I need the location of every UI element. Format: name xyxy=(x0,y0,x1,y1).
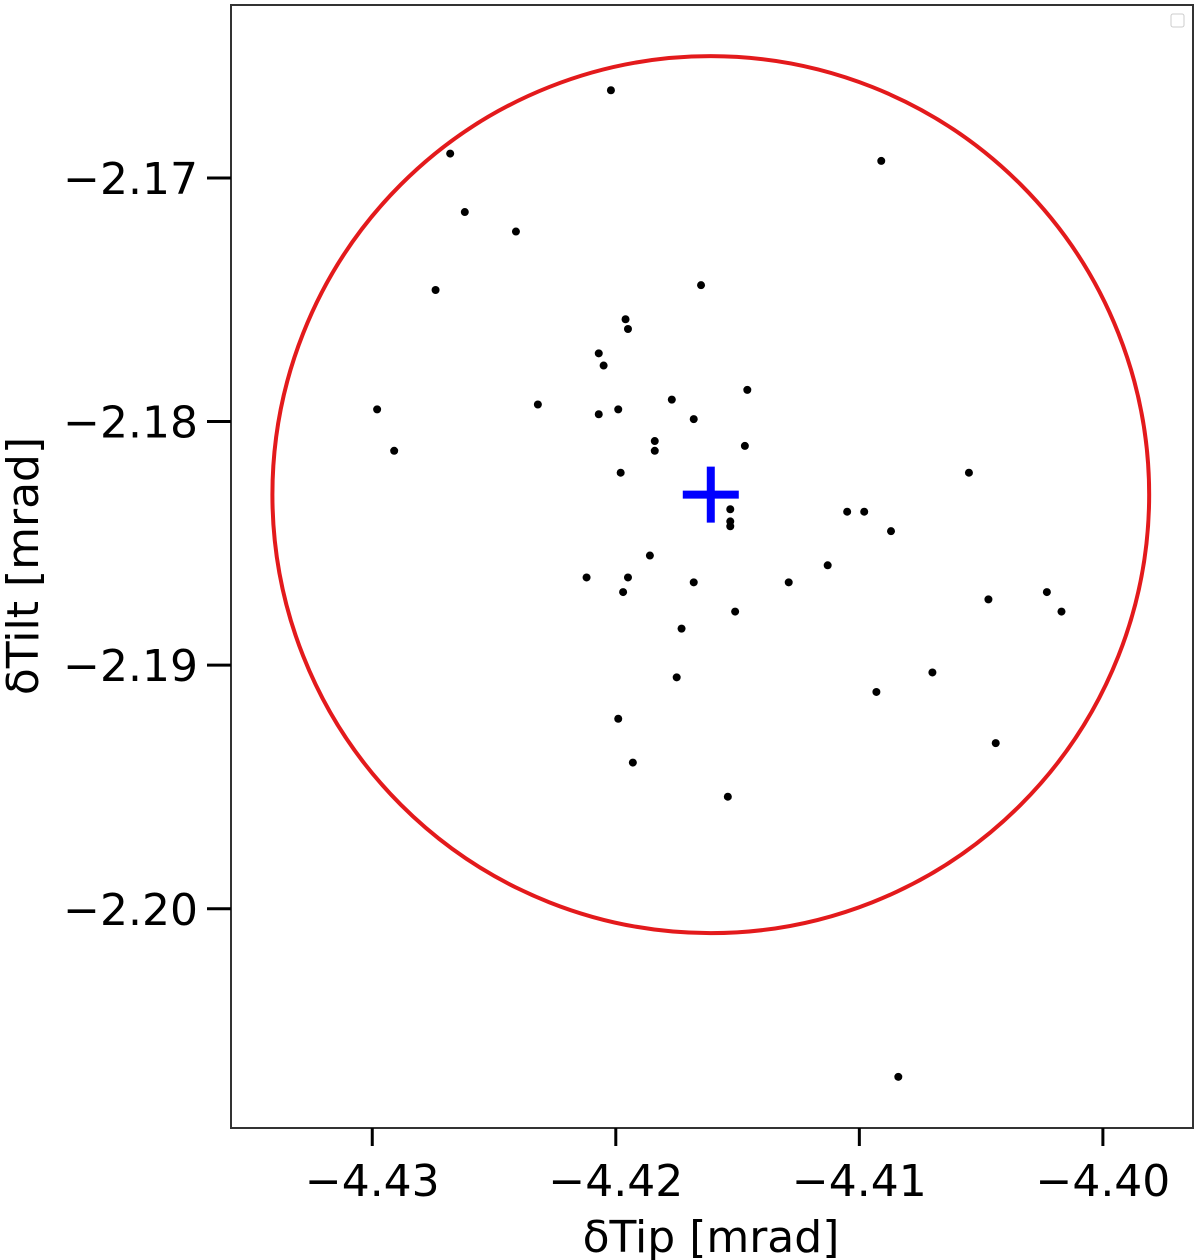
point xyxy=(621,315,630,324)
point xyxy=(697,281,706,290)
y-tick-label: −2.19 xyxy=(63,641,198,692)
point xyxy=(623,324,632,333)
point xyxy=(446,149,455,158)
point xyxy=(1057,607,1066,616)
point xyxy=(726,505,735,514)
point xyxy=(964,468,973,477)
y-axis-label: δTilt [mrad] xyxy=(0,437,49,695)
point xyxy=(677,624,686,633)
x-tick-label: −4.40 xyxy=(1035,1156,1170,1207)
point xyxy=(511,227,520,236)
point xyxy=(650,437,659,446)
point xyxy=(928,668,937,677)
point xyxy=(431,286,440,295)
point xyxy=(628,758,637,767)
point xyxy=(740,441,749,450)
point xyxy=(784,578,793,587)
point xyxy=(743,385,752,394)
point xyxy=(650,446,659,455)
point xyxy=(731,607,740,616)
point xyxy=(843,507,852,516)
point xyxy=(860,507,869,516)
point xyxy=(1042,588,1051,597)
point xyxy=(614,714,623,723)
point xyxy=(672,673,681,682)
point xyxy=(616,468,625,477)
y-tick-label: −2.17 xyxy=(63,154,198,205)
point xyxy=(623,573,632,582)
y-tick-label: −2.18 xyxy=(63,398,198,449)
point xyxy=(390,446,399,455)
y-tick-label: −2.20 xyxy=(63,885,198,936)
point xyxy=(984,595,993,604)
x-axis-label: δTip [mrad] xyxy=(583,1212,840,1260)
point xyxy=(726,522,735,531)
point xyxy=(991,739,1000,748)
point xyxy=(619,588,628,597)
legend-box xyxy=(1170,13,1185,28)
point xyxy=(823,561,832,570)
point xyxy=(645,551,654,560)
point xyxy=(877,156,886,165)
x-tick-label: −4.43 xyxy=(305,1156,440,1207)
point xyxy=(689,578,698,587)
point xyxy=(533,400,542,409)
point xyxy=(894,1072,903,1081)
x-tick-label: −4.41 xyxy=(792,1156,927,1207)
point xyxy=(723,792,732,801)
point xyxy=(582,573,591,582)
point xyxy=(606,86,615,95)
point xyxy=(373,405,382,414)
x-tick-label: −4.42 xyxy=(548,1156,683,1207)
point xyxy=(460,208,469,217)
threshold-circle xyxy=(270,54,1152,936)
point xyxy=(872,687,881,696)
plot-area xyxy=(230,4,1194,1129)
point xyxy=(594,410,603,419)
point xyxy=(689,415,698,424)
point xyxy=(614,405,623,414)
point xyxy=(594,349,603,358)
point xyxy=(667,395,676,404)
point xyxy=(887,527,896,536)
point xyxy=(599,361,608,370)
